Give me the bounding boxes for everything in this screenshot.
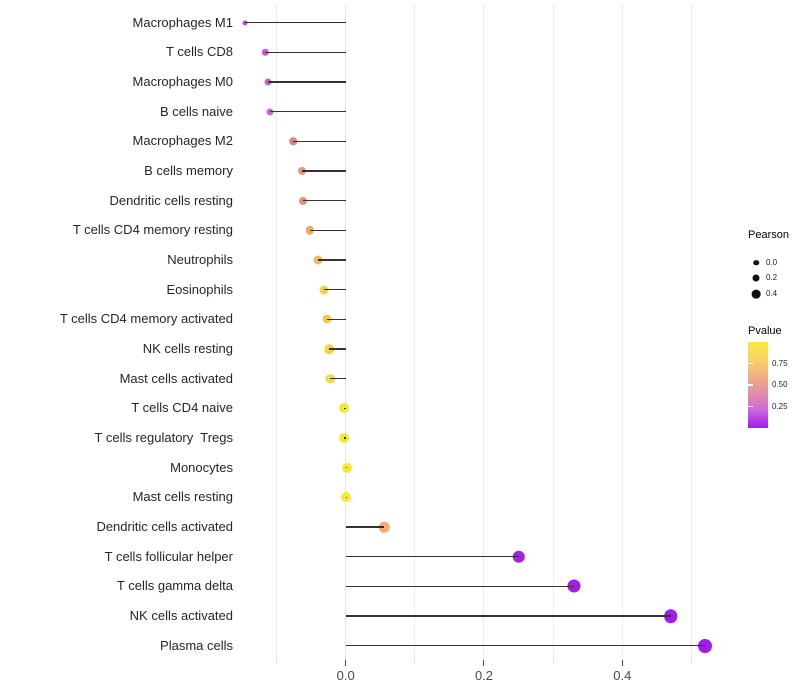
lollipop-dot <box>379 521 390 533</box>
y-axis-label: Plasma cells <box>160 637 233 653</box>
pvalue-label: 0.75 <box>772 358 788 368</box>
y-axis-label: T cells CD4 memory resting <box>72 222 233 238</box>
y-axis-label: Eosinophils <box>166 281 234 297</box>
lollipop-stem <box>345 615 671 617</box>
lollipop-stem <box>345 526 385 528</box>
lollipop-stem <box>302 170 346 172</box>
color-legend-title: Pvalue <box>748 325 782 337</box>
plot-panel <box>238 4 738 660</box>
y-axis-label: Mast cells resting <box>132 489 233 505</box>
legend-size-dot <box>751 289 761 299</box>
legend-size-dot <box>753 259 759 266</box>
y-axis-label: T cells CD4 memory activated <box>59 311 233 327</box>
legend-size-label: 0.0 <box>766 257 778 267</box>
lollipop-stem <box>330 378 346 380</box>
legend-size-dot <box>752 274 760 282</box>
lollipop-stem <box>324 289 346 291</box>
lollipop-stem <box>345 496 347 499</box>
lollipop-stem <box>345 645 706 647</box>
lollipop-dot <box>567 579 581 593</box>
gradient-tick <box>748 405 753 408</box>
lollipop-stem <box>265 51 346 54</box>
lollipop-stem <box>309 229 346 232</box>
y-axis-label: T cells regulatory Tregs <box>94 430 233 446</box>
lollipop-dot <box>342 462 353 473</box>
y-axis-label: T cells CD8 <box>166 44 233 60</box>
x-tick <box>345 660 347 666</box>
lollipop-stem <box>343 437 346 439</box>
x-minor-tick <box>552 660 554 663</box>
legend: Pearson 0.0 0.2 0.4 Pvalue 0.75 0.50 0.25 <box>740 226 800 446</box>
lollipop-stem <box>245 22 346 24</box>
lollipop-stem <box>345 467 348 469</box>
x-tick <box>483 660 485 666</box>
legend-size-label: 0.2 <box>766 273 778 283</box>
y-axis-label: B cells naive <box>160 103 233 119</box>
grid-line <box>621 4 623 660</box>
y-axis-label: Macrophages M0 <box>132 74 233 90</box>
x-axis: 0.0 0.2 0.4 <box>238 660 738 696</box>
y-axis-label: T cells CD4 naive <box>131 400 233 416</box>
x-minor-tick <box>276 660 278 663</box>
y-axis-label: NK cells resting <box>142 341 233 357</box>
x-minor-tick <box>690 660 692 663</box>
lollipop-stem <box>345 556 519 558</box>
pvalue-label: 0.50 <box>772 380 788 389</box>
y-axis-label: B cells memory <box>144 163 233 179</box>
y-axis-label: Macrophages M2 <box>132 133 233 149</box>
size-legend-title: Pearson <box>748 229 789 241</box>
pvalue-gradient-bar <box>748 342 768 428</box>
grid-line <box>345 4 347 660</box>
x-tick <box>621 660 623 666</box>
lollipop-stem <box>329 348 346 350</box>
y-axis-label: NK cells activated <box>129 608 233 624</box>
y-axis-label: Macrophages M1 <box>132 14 233 30</box>
legend-size-label: 0.4 <box>766 289 778 299</box>
lollipop-stem <box>345 585 574 588</box>
y-axis-label: Mast cells activated <box>119 370 233 386</box>
y-axis-label: Monocytes <box>170 459 233 475</box>
grid-line <box>414 4 416 660</box>
lollipop-stem <box>303 200 346 202</box>
y-axis: Macrophages M1 T cells CD8 Macrophages M0 B… <box>0 4 233 660</box>
y-axis-label: T cells gamma delta <box>116 578 233 594</box>
x-minor-tick <box>414 660 416 663</box>
lollipop-stem <box>318 259 346 261</box>
y-axis-label: Dendritic cells activated <box>96 519 233 535</box>
lollipop-stem <box>268 81 346 83</box>
y-axis-label: T cells follicular helper <box>104 548 233 564</box>
lollipop-stem <box>293 140 346 143</box>
x-tick-label: 0.4 <box>613 668 632 683</box>
y-axis-label: Neutrophils <box>167 252 233 268</box>
pvalue-label: 0.25 <box>772 401 788 411</box>
lollipop-dot <box>663 609 678 623</box>
lollipop-dot <box>341 492 352 503</box>
lollipop-stem <box>343 407 346 410</box>
grid-line <box>483 4 485 660</box>
lollipop-dot <box>698 638 713 653</box>
grid-line <box>276 4 278 660</box>
x-tick-label: 0.2 <box>474 668 494 683</box>
grid-line <box>552 4 554 660</box>
grid-line <box>690 4 692 660</box>
lollipop-stem <box>269 111 346 113</box>
gradient-tick <box>748 384 753 386</box>
y-axis-label: Dendritic cells resting <box>109 192 233 208</box>
gradient-tick <box>748 362 753 365</box>
lollipop-stem <box>327 318 346 321</box>
x-tick-label: 0.0 <box>336 668 355 683</box>
lollipop-dot <box>512 550 525 563</box>
